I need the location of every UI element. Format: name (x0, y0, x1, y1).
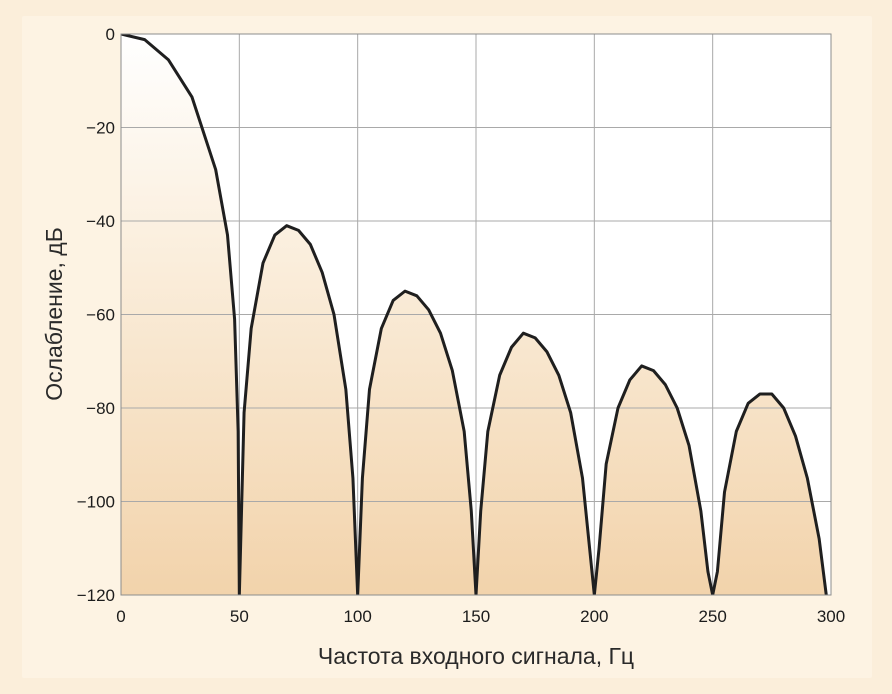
y-tick-label: −120 (77, 586, 115, 605)
fill-under-curve (121, 34, 827, 595)
y-tick-label: −60 (86, 306, 115, 325)
x-tick-label: 50 (230, 607, 249, 626)
x-tick-label: 300 (817, 607, 845, 626)
x-tick-label: 200 (580, 607, 608, 626)
y-tick-label: −100 (77, 493, 115, 512)
y-tick-label: −80 (86, 399, 115, 418)
x-axis-label: Частота входного сигнала, Гц (318, 643, 634, 669)
x-tick-label: 0 (116, 607, 125, 626)
area-fill (121, 34, 827, 595)
x-tick-labels: 0 50 100 150 200 250 300 (116, 607, 845, 626)
y-axis-label: Ослабление, дБ (41, 227, 67, 401)
x-tick-label: 100 (343, 607, 371, 626)
x-tick-label: 150 (462, 607, 490, 626)
y-tick-label: 0 (106, 25, 115, 44)
plot-border (120, 33, 832, 596)
y-tick-label: −20 (86, 119, 115, 138)
series-line (121, 34, 828, 595)
y-tick-labels: 0 −20 −40 −60 −80 −100 −120 (77, 25, 115, 605)
curve-layer (121, 34, 828, 595)
x-tick-label: 250 (698, 607, 726, 626)
y-tick-label: −40 (86, 212, 115, 231)
